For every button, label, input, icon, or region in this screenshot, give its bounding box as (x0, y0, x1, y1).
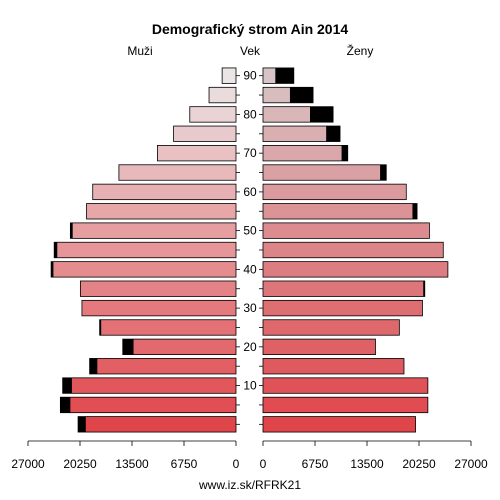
men-bar-75-79 (173, 125, 237, 142)
women-bar-10-14 (262, 377, 429, 394)
men-label: Muži (127, 44, 152, 58)
age-axis: 10 20 30 40 50 60 70 80 90 (236, 69, 263, 425)
age-tick-label: 10 (243, 379, 257, 393)
women-bar-35-39 (262, 280, 426, 297)
women-x-tick-label: 27000 (454, 457, 488, 471)
women-bar-15-19 (262, 358, 405, 375)
women-excess-85-89 (289, 87, 314, 103)
women-bar-30-34 (262, 299, 423, 317)
women-bar-55-59 (262, 203, 418, 220)
women-excess-90+ (275, 67, 294, 84)
age-tick-label: 50 (243, 224, 257, 238)
women-bar-45-49 (262, 241, 444, 259)
men-x-tick-label: 27000 (11, 457, 45, 471)
women-x-tick-label: 0 (260, 457, 267, 471)
women-bar-50-54 (262, 222, 430, 239)
women-excess-55-59 (412, 203, 418, 220)
men-excess-5-9 (60, 397, 71, 413)
women-bar-0-4 (262, 416, 416, 433)
men-bar-25-29 (99, 319, 237, 336)
women-bar-70-74 (262, 145, 349, 162)
men-bar-65-69 (118, 164, 237, 181)
age-tick-label: 70 (243, 146, 257, 160)
men-bar-55-59 (86, 203, 237, 220)
men-excess-25-29 (99, 319, 102, 336)
women-excess-75-79 (326, 126, 341, 142)
men-bars (50, 67, 237, 433)
men-bar-40-44 (50, 261, 237, 278)
age-tick-label: 90 (243, 69, 257, 83)
men-bar-15-19 (89, 358, 237, 375)
chart-title: Demografický strom Ain 2014 (152, 21, 349, 37)
age-tick-label: 20 (243, 340, 257, 354)
men-bar-60-64 (92, 183, 237, 201)
women-x-tick-label: 20250 (402, 457, 436, 471)
age-tick-label: 30 (243, 301, 257, 315)
women-bar-25-29 (262, 319, 400, 336)
men-excess-10-14 (62, 377, 72, 394)
women-x-axis: 27000 20250 13500 6750 0 (260, 440, 488, 471)
men-excess-15-19 (89, 358, 98, 374)
age-tick-label: 80 (243, 107, 257, 121)
men-excess-40-44 (51, 261, 54, 278)
men-x-tick-label: 20250 (63, 457, 97, 471)
men-bar-80-84 (189, 106, 237, 123)
men-excess-45-49 (54, 242, 58, 258)
age-label: Vek (240, 44, 261, 58)
men-excess-50-54 (70, 222, 73, 239)
women-excess-80-84 (309, 106, 334, 123)
women-x-tick-label: 13500 (350, 457, 384, 471)
footer-url: www.iz.sk/RFRK21 (198, 478, 301, 492)
age-tick-label: 60 (243, 185, 257, 199)
men-x-tick-label: 0 (233, 457, 240, 471)
women-bar-20-24 (262, 338, 376, 355)
women-bar-65-69 (262, 164, 387, 181)
men-bar-90+ (221, 67, 237, 84)
men-x-tick-label: 6750 (171, 457, 198, 471)
women-bar-40-44 (262, 261, 449, 278)
men-bar-50-54 (69, 222, 237, 239)
women-bar-60-64 (262, 183, 407, 201)
men-bar-0-4 (77, 416, 237, 433)
men-bar-20-24 (122, 338, 237, 355)
women-x-tick-label: 6750 (302, 457, 329, 471)
women-bars (262, 67, 449, 433)
women-excess-35-39 (423, 280, 425, 297)
women-bar-5-9 (262, 396, 429, 414)
women-excess-70-74 (341, 145, 348, 161)
age-tick-label: 40 (243, 262, 257, 276)
men-bar-45-49 (53, 241, 237, 259)
women-label: Ženy (347, 43, 374, 58)
men-x-axis: 27000 20250 13500 6750 0 (11, 440, 240, 471)
men-bar-10-14 (62, 377, 237, 394)
men-excess-20-24 (122, 339, 134, 355)
men-bar-35-39 (79, 280, 237, 297)
men-bar-85-89 (208, 86, 237, 104)
women-excess-65-69 (380, 164, 387, 181)
men-bar-70-74 (157, 145, 237, 162)
men-bar-5-9 (59, 396, 237, 414)
men-excess-0-4 (78, 416, 86, 433)
men-x-tick-label: 13500 (115, 457, 149, 471)
men-bar-30-34 (81, 299, 237, 317)
